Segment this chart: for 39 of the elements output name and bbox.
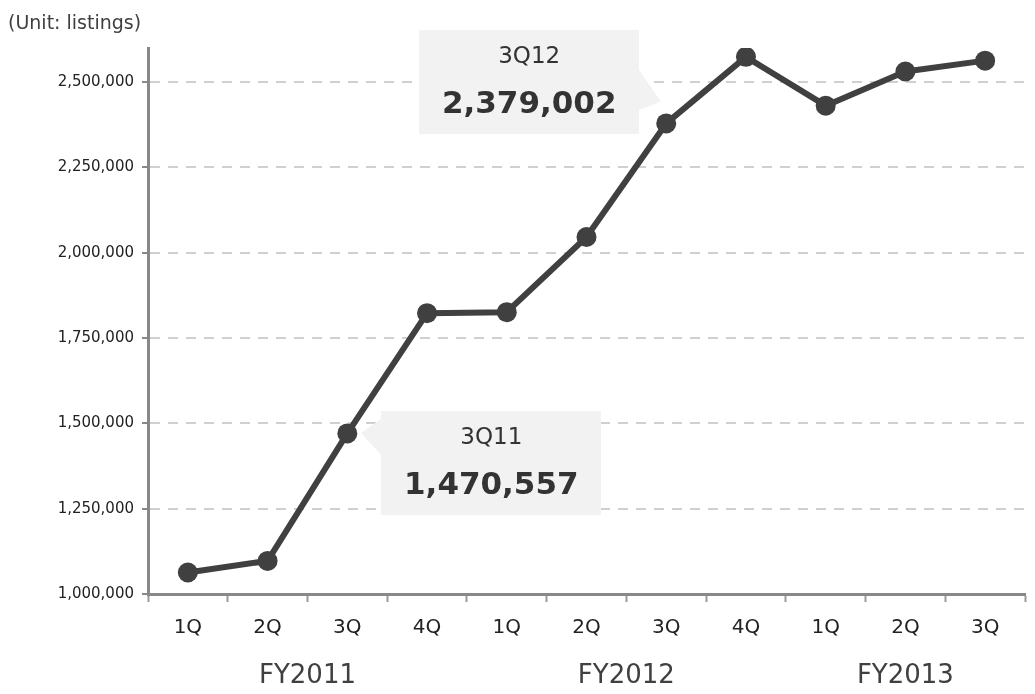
annotation: 3Q11 xyxy=(459,423,524,450)
point xyxy=(815,95,836,116)
data-label: 2,379,002 xyxy=(440,84,618,120)
x-tick-label: 4Q xyxy=(731,614,761,639)
data-label: 1,470,557 xyxy=(403,465,580,502)
y-axis-title: (Unit: listings) xyxy=(8,10,142,33)
point xyxy=(656,113,677,134)
point xyxy=(576,227,597,248)
text: FY2013 xyxy=(856,658,954,689)
point xyxy=(496,302,517,323)
speech-bubble: 3Q11 1,470,557 xyxy=(361,411,602,516)
point xyxy=(257,550,278,571)
x-tick-label: 2Q xyxy=(253,614,282,639)
speech-bubble: 3Q12 2,379,002 xyxy=(419,30,662,134)
x-tick-label: 2Q xyxy=(891,614,920,639)
x-tick-label: 2Q xyxy=(572,614,601,639)
point xyxy=(337,423,358,444)
text: FY2011 xyxy=(258,658,356,689)
point xyxy=(177,562,198,583)
y-tick-label: 1,750,000 xyxy=(57,327,134,346)
point xyxy=(417,303,438,324)
y-tick-label: 2,000,000 xyxy=(57,242,134,261)
x-tick-label: 3Q xyxy=(333,614,362,639)
y-tick-label: 2,500,000 xyxy=(57,72,134,91)
x-tick-label: 3Q xyxy=(651,614,681,639)
point xyxy=(895,61,916,82)
y-tick-label: 2,250,000 xyxy=(57,157,134,176)
text: FY2012 xyxy=(577,658,675,689)
annotation: 3Q12 xyxy=(497,42,562,68)
y-tick-label: 1,250,000 xyxy=(57,498,134,517)
x-tick-label: 1Q xyxy=(492,614,522,639)
point xyxy=(975,50,996,71)
y-tick-label: 1,000,000 xyxy=(57,583,134,602)
y-tick-label: 1,500,000 xyxy=(57,413,134,432)
x-tick-label: 3Q xyxy=(970,614,1000,639)
x-tick-label: 4Q xyxy=(412,614,442,639)
x-tick-label: 1Q xyxy=(811,614,840,639)
point xyxy=(735,48,756,67)
x-tick-label: 1Q xyxy=(173,614,203,639)
